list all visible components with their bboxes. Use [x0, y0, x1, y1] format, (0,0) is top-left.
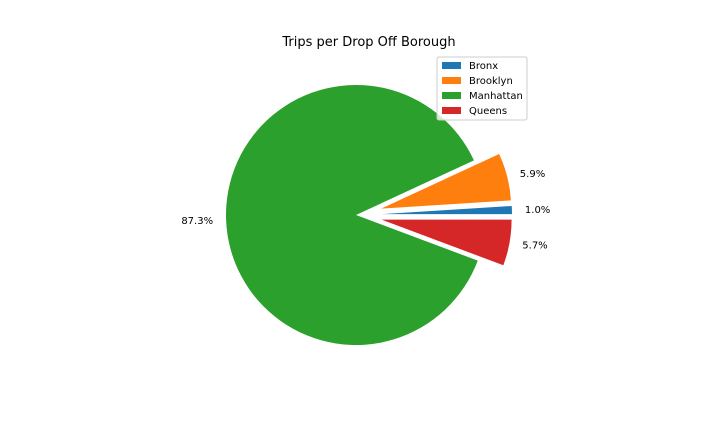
legend-label-queens: Queens: [469, 106, 507, 117]
legend-swatch-bronx: [442, 62, 461, 69]
legend-swatch-brooklyn: [442, 77, 461, 84]
pie-label-manhattan: 87.3%: [181, 216, 213, 227]
legend: Bronx Brooklyn Manhattan Queens: [437, 57, 527, 120]
pie-label-bronx: 1.0%: [525, 205, 550, 216]
legend-label-bronx: Bronx: [469, 61, 498, 72]
legend-label-manhattan: Manhattan: [469, 91, 523, 102]
chart-title: Trips per Drop Off Borough: [281, 35, 455, 50]
pie-slice-manhattan: [226, 85, 478, 345]
legend-label-brooklyn: Brooklyn: [469, 76, 513, 87]
pie-slices: [226, 85, 512, 345]
pie-label-brooklyn: 5.9%: [520, 169, 545, 180]
legend-swatch-queens: [442, 107, 461, 114]
pie-label-queens: 5.7%: [522, 241, 547, 252]
legend-swatch-manhattan: [442, 92, 461, 99]
